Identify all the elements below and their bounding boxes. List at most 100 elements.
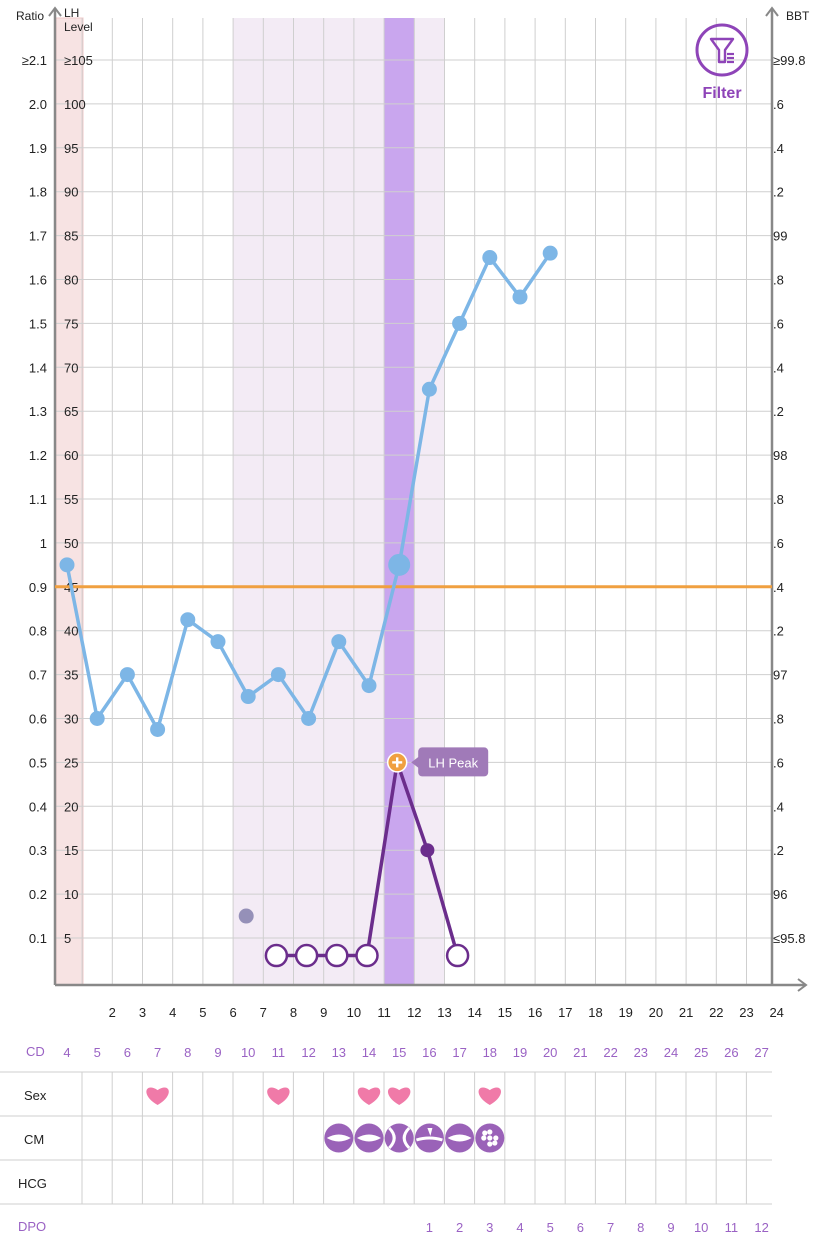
dpo-value: 1 xyxy=(426,1220,433,1235)
ratio-tick-label: ≥2.1 xyxy=(22,53,47,68)
bbt-tick-label: ≤95.8 xyxy=(773,931,805,946)
dpo-value: 5 xyxy=(547,1220,554,1235)
bbt-point xyxy=(270,667,286,683)
cm-sticky-dot xyxy=(482,1130,488,1136)
lh-point-negative xyxy=(325,943,349,968)
lh-tick-label: 85 xyxy=(64,229,78,244)
ratio-tick-label: 1.6 xyxy=(29,273,47,288)
lh-point-negative xyxy=(445,943,470,968)
x-tick-label: 21 xyxy=(679,1005,693,1020)
ratio-tick-label: 1.7 xyxy=(29,229,47,244)
filter-label: Filter xyxy=(702,85,742,102)
cm-watery-mark xyxy=(326,1134,351,1142)
chart-grid xyxy=(55,18,772,985)
cd-value: 23 xyxy=(634,1045,648,1060)
bbt-tick-label: .6 xyxy=(773,755,784,770)
bbt-tick-label: ≥99.8 xyxy=(773,53,805,68)
cm-sticky-dot xyxy=(487,1129,493,1135)
x-tick-label: 12 xyxy=(407,1005,421,1020)
bbt-tick-label: .2 xyxy=(773,185,784,200)
cd-value: 24 xyxy=(664,1045,678,1060)
lh-tick-label: 25 xyxy=(64,755,78,770)
bbt-tick-label: .2 xyxy=(773,843,784,858)
cd-value: 8 xyxy=(184,1045,191,1060)
x-tick-label: 18 xyxy=(588,1005,602,1020)
dpo-value: 8 xyxy=(637,1220,644,1235)
bbt-point xyxy=(542,245,558,261)
bbt-tick-label: .6 xyxy=(773,536,784,551)
x-tick-label: 4 xyxy=(169,1005,176,1020)
filter-icon xyxy=(695,23,749,77)
cd-value: 25 xyxy=(694,1045,708,1060)
ratio-tick-label: 0.6 xyxy=(29,712,47,727)
lh-axis-title-line1: LH xyxy=(64,6,79,20)
lh-tick-label: 75 xyxy=(64,316,78,331)
cd-value: 26 xyxy=(724,1045,738,1060)
x-tick-label: 2 xyxy=(109,1005,116,1020)
ratio-tick-label: 1.4 xyxy=(29,360,47,375)
cm-sticky-dot xyxy=(487,1135,493,1141)
ratio-tick-label: 1.5 xyxy=(29,316,47,331)
x-tick-label: 24 xyxy=(769,1005,783,1020)
cd-value: 22 xyxy=(603,1045,617,1060)
bbt-tick-label: 96 xyxy=(773,887,787,902)
lh-series: LH Peak xyxy=(238,747,489,968)
x-tick-label: 13 xyxy=(437,1005,451,1020)
dpo-value: 12 xyxy=(754,1220,768,1235)
ratio-tick-label: 1.2 xyxy=(29,448,47,463)
ratio-tick-label: 0.1 xyxy=(29,931,47,946)
lh-tick-label: 20 xyxy=(64,799,78,814)
cd-value: 10 xyxy=(241,1045,255,1060)
cd-value: 27 xyxy=(754,1045,768,1060)
ratio-tick-label: 1.8 xyxy=(29,185,47,200)
ratio-tick-label: 1.9 xyxy=(29,141,47,156)
cd-value: 7 xyxy=(154,1045,161,1060)
dpo-value: 10 xyxy=(694,1220,708,1235)
sex-heart-icon xyxy=(387,1087,411,1105)
bbt-tick-label: .2 xyxy=(773,624,784,639)
cd-value: 19 xyxy=(513,1045,527,1060)
bbt-point xyxy=(482,250,498,266)
dpo-value: 2 xyxy=(456,1220,463,1235)
dpo-value: 4 xyxy=(516,1220,523,1235)
bbt-tick-label: .2 xyxy=(773,404,784,419)
x-tick-label: 22 xyxy=(709,1005,723,1020)
dpo-value: 11 xyxy=(725,1220,739,1235)
bbt-point xyxy=(180,612,196,628)
x-tick-label: 16 xyxy=(528,1005,542,1020)
tracking-rows: CD 4 5 6 7 8 9 10 11 12 13 14 15 16 17 18 19 20 21 22 23 24 25… xyxy=(0,1044,772,1235)
cm-watery-mark xyxy=(357,1134,381,1142)
x-tick-label: 19 xyxy=(618,1005,632,1020)
x-tick-label: 15 xyxy=(498,1005,512,1020)
lh-tick-label: 50 xyxy=(64,536,78,551)
chart-axes xyxy=(48,6,808,992)
bbt-point xyxy=(388,553,411,576)
lh-peak-tag-arrow xyxy=(411,756,420,769)
filter-button[interactable]: Filter xyxy=(692,22,752,102)
sex-heart-icon xyxy=(146,1087,169,1105)
dpo-value: 6 xyxy=(577,1220,584,1235)
lh-point-negative xyxy=(355,943,379,968)
cm-sticky-dot xyxy=(487,1141,493,1147)
bbt-series xyxy=(59,245,558,737)
cd-value: 6 xyxy=(124,1045,131,1060)
lh-tick-label: 55 xyxy=(64,492,78,507)
lh-tick-label: 70 xyxy=(64,360,78,375)
ratio-tick-label: 0.4 xyxy=(29,799,47,814)
bbt-point xyxy=(361,678,377,694)
cd-value: 14 xyxy=(362,1045,376,1060)
cd-value: 16 xyxy=(422,1045,436,1060)
ratio-tick-label: 0.8 xyxy=(29,624,47,639)
bbt-point xyxy=(150,721,166,737)
lh-tick-label: 35 xyxy=(64,668,78,683)
cd-value: 4 xyxy=(63,1045,70,1060)
x-tick-label: 17 xyxy=(558,1005,572,1020)
cd-value: 21 xyxy=(573,1045,587,1060)
ratio-axis-title: Ratio xyxy=(16,9,44,23)
bbt-point xyxy=(119,667,135,683)
cm-sticky-dot xyxy=(481,1135,487,1141)
lh-tick-label: 10 xyxy=(64,887,78,902)
ratio-tick-label: 1 xyxy=(40,536,47,551)
